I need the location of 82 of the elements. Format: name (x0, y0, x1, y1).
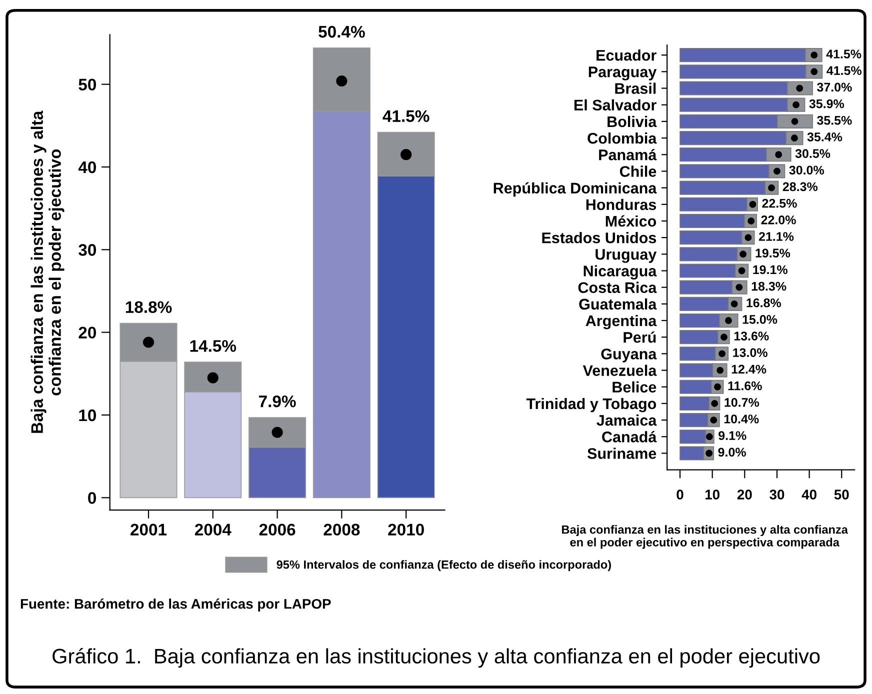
y-tick-label: Suriname (587, 448, 656, 459)
data-label: 7.9% (259, 395, 296, 408)
y-tick-label: Perú (624, 331, 656, 343)
x-axis-title: Baja confianza en las instituciones y alta confianza en el poder ejecutivo en perspectiva comparada (562, 525, 848, 549)
point (272, 426, 283, 438)
data-label: 37.0% (816, 82, 852, 92)
y-tick-label: Guyana (601, 348, 657, 362)
x-tick-label: 20 (737, 490, 752, 500)
text: Gráfico 1. Baja confianza en las instituciones y alta confianza en el poder ejecutivo (52, 648, 820, 668)
x-tick-label: 2004 (194, 524, 232, 536)
x-tick-label: 2001 (130, 524, 167, 536)
data-label: 41.5% (826, 50, 862, 58)
data-label: 9.0% (718, 448, 746, 457)
data-label: 14.5% (190, 340, 236, 352)
x-tick-label: 2008 (324, 524, 360, 536)
y-tick-label: 20 (78, 326, 96, 339)
y-tick-label: Costa Rica (578, 282, 657, 294)
data-label: 50.4% (318, 26, 365, 38)
y-tick-label: 10 (79, 409, 96, 422)
data-label: 15.0% (742, 315, 778, 324)
data-label: 16.8% (746, 298, 782, 308)
y-axis-title: Baja confianza en las instituciones y alta confianza en el poder ejecutivo (30, 110, 64, 433)
data-label: 28.3% (782, 182, 818, 192)
y-tick-label: Jamaica (596, 414, 657, 426)
x-tick-label: 50 (834, 490, 849, 500)
y-tick-label: 50 (78, 78, 96, 91)
y-tick-label: Panamá (599, 148, 657, 160)
y-tick-label: Uruguay (596, 249, 657, 263)
data-label: 41.5% (826, 66, 862, 76)
data-label: 18.3% (752, 282, 786, 291)
y-tick-label: Nicaragua (584, 265, 657, 280)
data-label: 9.1% (718, 431, 746, 440)
data-label: 13.0% (733, 348, 768, 358)
y-tick-label: Ecuador (596, 50, 656, 61)
y-tick-label: Canadá (602, 430, 657, 442)
y-tick-label: Estados Unidos (542, 232, 656, 244)
source-note: Fuente: Barómetro de las Américas por LAPOP (20, 598, 331, 612)
y-tick-label: Trinidad y Tobago (526, 398, 656, 412)
y-tick-label: Colombia (588, 132, 657, 144)
y-tick-label: Argentina (586, 314, 657, 330)
data-label: 30.5% (795, 149, 830, 158)
y-tick-label: 30 (78, 244, 96, 256)
data-label: 22.0% (761, 215, 796, 224)
legend-label: 95% Intervalos de confianza (Efecto de diseño incorporado) (276, 560, 611, 572)
data-label: 35.4% (807, 132, 842, 142)
y-tick-label: Honduras (586, 198, 656, 210)
point (207, 372, 218, 384)
y-tick-label: Belice (612, 381, 656, 393)
x-tick-label: 2006 (259, 524, 296, 536)
data-label: 41.5% (382, 110, 430, 122)
y-tick-label: El Salvador (574, 99, 656, 111)
point (400, 149, 412, 160)
point (791, 118, 798, 125)
data-label: 35.9% (809, 99, 844, 108)
data-label: 30.0% (789, 166, 824, 175)
data-label: 22.5% (762, 198, 797, 208)
data-label: 10.4% (724, 414, 759, 424)
data-label: 35.5% (816, 116, 852, 125)
data-label: 11.6% (728, 381, 762, 390)
point (142, 336, 154, 348)
y-tick-label: México (606, 215, 656, 227)
x-tick-label: 0 (676, 490, 684, 500)
data-label: 18.8% (126, 301, 172, 313)
y-tick-label: República Dominicana (494, 182, 657, 197)
y-tick-label: Venezuela (582, 364, 657, 376)
y-tick-label: Paraguay (588, 66, 657, 80)
x-tick-label: 2010 (388, 524, 424, 536)
data-label: 12.4% (732, 364, 766, 374)
point (336, 75, 348, 87)
y-tick-label: Brasil (615, 82, 656, 94)
x-tick-label: 10 (705, 490, 720, 500)
x-tick-label: 40 (802, 490, 816, 500)
y-tick-label: 40 (78, 161, 96, 174)
data-label: 13.6% (734, 332, 769, 340)
data-label: 10.7% (724, 398, 760, 407)
y-tick-label: Chile (620, 166, 656, 177)
y-tick-label: Guatemala (579, 298, 657, 310)
data-label: 19.5% (756, 248, 790, 258)
y-tick-label: Bolivia (608, 116, 657, 128)
data-label: 21.1% (758, 232, 794, 241)
x-tick-label: 30 (770, 490, 784, 500)
data-label: 19.1% (753, 265, 788, 274)
